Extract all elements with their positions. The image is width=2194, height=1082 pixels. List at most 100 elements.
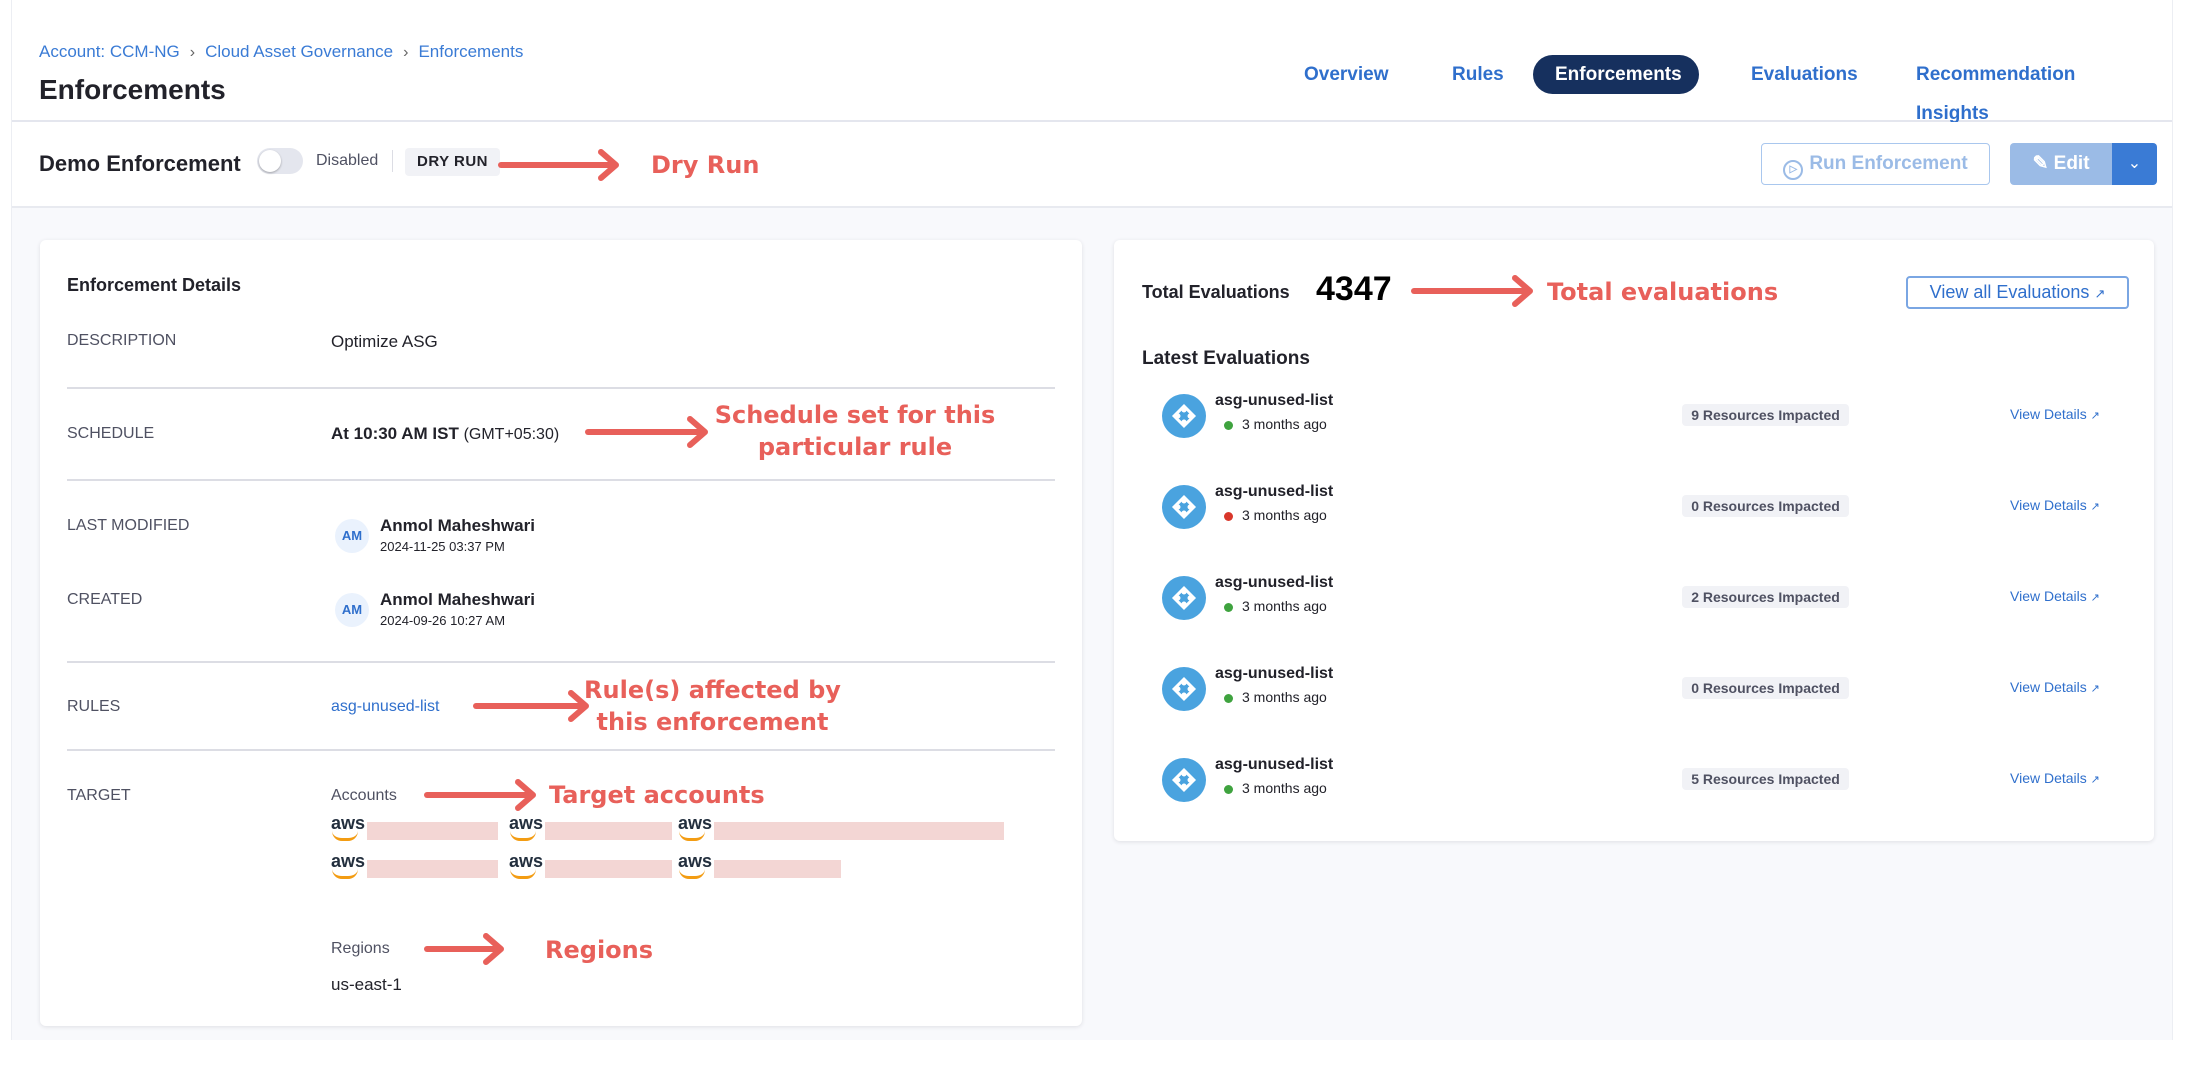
view-details-label: View Details xyxy=(2010,406,2087,422)
region-value: us-east-1 xyxy=(331,975,402,994)
view-details-link[interactable]: View Details ↗ xyxy=(2010,770,2100,786)
evaluation-time: 3 months ago xyxy=(1242,780,1327,796)
evaluation-name: asg-unused-list xyxy=(1215,392,1334,409)
view-details-link[interactable]: View Details ↗ xyxy=(2010,679,2100,695)
tab-overview[interactable]: Overview xyxy=(1304,64,1389,85)
arrow-icon xyxy=(424,779,536,811)
run-enforcement-label: Run Enforcement xyxy=(1809,153,1968,174)
evaluation-rule-icon xyxy=(1162,667,1206,711)
evaluation-rule-icon xyxy=(1162,758,1206,802)
created-user: Anmol Maheshwari xyxy=(380,590,535,609)
target-label: TARGET xyxy=(67,787,131,804)
annotation-line: this enforcement xyxy=(596,708,829,736)
evaluation-name: asg-unused-list xyxy=(1215,665,1334,682)
arrow-icon xyxy=(424,933,504,965)
redacted-account xyxy=(367,822,498,840)
view-details-link[interactable]: View Details ↗ xyxy=(2010,588,2100,604)
total-evaluations-count: 4347 xyxy=(1316,270,1392,308)
accounts-label: Accounts xyxy=(331,787,397,804)
arrow-icon xyxy=(1411,275,1533,307)
redacted-account xyxy=(545,860,672,878)
aws-logo-icon: aws xyxy=(331,813,366,841)
enabled-toggle[interactable] xyxy=(257,148,303,174)
regions-label: Regions xyxy=(331,940,390,957)
evaluation-time: 3 months ago xyxy=(1242,416,1327,432)
avatar: AM xyxy=(335,593,369,627)
page-header: Account: CCM-NG › Cloud Asset Governance › E… xyxy=(12,0,2172,124)
resources-impacted-badge: 0 Resources Impacted xyxy=(1682,677,1849,699)
pencil-icon: ✎ xyxy=(2032,153,2054,174)
schedule-value: At 10:30 AM IST (GMT+05:30) xyxy=(331,424,559,444)
status-success-icon xyxy=(1224,785,1233,794)
breadcrumb-account[interactable]: Account: CCM-NG xyxy=(39,42,180,61)
dry-run-badge: DRY RUN xyxy=(405,148,501,176)
external-link-icon: ↗ xyxy=(2090,410,2100,422)
annotation-target-accounts: Target accounts xyxy=(549,781,765,809)
evaluation-name: asg-unused-list xyxy=(1215,756,1334,773)
aws-logo-icon: aws xyxy=(331,851,366,879)
schedule-label: SCHEDULE xyxy=(67,425,155,442)
run-enforcement-button[interactable]: ▷ Run Enforcement xyxy=(1761,143,1990,185)
redacted-account xyxy=(714,860,841,878)
chevron-down-icon: ⌄ xyxy=(2127,155,2142,172)
annotation-schedule: Schedule set for this particular rule xyxy=(700,399,1010,463)
content-area: Enforcement Details DESCRIPTION Optimize… xyxy=(12,208,2172,1040)
view-details-label: View Details xyxy=(2010,588,2087,604)
avatar: AM xyxy=(335,519,369,553)
evaluation-row: asg-unused-list 3 months ago 2 Resources… xyxy=(1114,568,2154,628)
breadcrumb-cloud-asset-governance[interactable]: Cloud Asset Governance xyxy=(205,42,394,61)
total-evaluations-label: Total Evaluations xyxy=(1142,282,1290,302)
latest-evaluations-title: Latest Evaluations xyxy=(1142,348,1310,369)
external-link-icon: ↗ xyxy=(2090,501,2100,513)
resources-impacted-badge: 9 Resources Impacted xyxy=(1682,404,1849,426)
view-all-label: View all Evaluations xyxy=(1929,282,2090,302)
external-link-icon: ↗ xyxy=(2094,286,2106,301)
page-title: Enforcements xyxy=(39,74,226,105)
edit-options-dropdown[interactable]: ⌄ xyxy=(2112,143,2157,185)
divider xyxy=(67,479,1055,481)
evaluation-row: asg-unused-list 3 months ago 9 Resources… xyxy=(1114,386,2154,446)
page: Account: CCM-NG › Cloud Asset Governance › E… xyxy=(11,0,2173,1040)
annotation-rules: Rule(s) affected by this enforcement xyxy=(560,674,865,738)
evaluation-rule-icon xyxy=(1162,394,1206,438)
evaluation-name: asg-unused-list xyxy=(1215,483,1334,500)
enforcement-name: Demo Enforcement xyxy=(39,151,241,176)
annotation-total-evaluations: Total evaluations xyxy=(1547,278,1779,306)
view-all-evaluations-button[interactable]: View all Evaluations ↗ xyxy=(1906,276,2129,309)
rule-link[interactable]: asg-unused-list xyxy=(331,698,440,715)
status-failed-icon xyxy=(1224,512,1233,521)
breadcrumb: Account: CCM-NG › Cloud Asset Governance › E… xyxy=(39,42,523,62)
resources-impacted-badge: 2 Resources Impacted xyxy=(1682,586,1849,608)
breadcrumb-enforcements[interactable]: Enforcements xyxy=(418,42,524,61)
chevron-right-icon: › xyxy=(403,44,409,61)
redacted-account xyxy=(367,860,498,878)
status-success-icon xyxy=(1224,603,1233,612)
evaluation-row: asg-unused-list 3 months ago 0 Resources… xyxy=(1114,659,2154,719)
evaluation-time: 3 months ago xyxy=(1242,598,1327,614)
evaluations-card: Total Evaluations 4347 View all Evaluati… xyxy=(1114,240,2154,841)
edit-button[interactable]: ✎ Edit xyxy=(2010,143,2112,185)
aws-logo-icon: aws xyxy=(678,851,713,879)
resources-impacted-badge: 5 Resources Impacted xyxy=(1682,768,1849,790)
view-details-link[interactable]: View Details ↗ xyxy=(2010,497,2100,513)
last-modified-date: 2024-11-25 03:37 PM xyxy=(380,539,505,554)
redacted-account xyxy=(545,822,672,840)
tab-evaluations[interactable]: Evaluations xyxy=(1751,64,1858,85)
tab-enforcements[interactable]: Enforcements xyxy=(1533,55,1699,94)
divider xyxy=(67,661,1055,663)
schedule-time: At 10:30 AM IST xyxy=(331,424,459,443)
tab-recommendation-insights[interactable]: Recommendation Insights xyxy=(1916,64,2076,124)
external-link-icon: ↗ xyxy=(2090,774,2100,786)
divider xyxy=(67,387,1055,389)
tab-rules[interactable]: Rules xyxy=(1452,64,1504,85)
card-title: Enforcement Details xyxy=(67,275,242,295)
view-details-link[interactable]: View Details ↗ xyxy=(2010,406,2100,422)
annotation-line: Rule(s) affected by xyxy=(584,676,841,704)
chevron-right-icon: › xyxy=(189,44,196,61)
annotation-dry-run: Dry Run xyxy=(651,151,760,179)
description-value: Optimize ASG xyxy=(331,332,438,351)
aws-logo-icon: aws xyxy=(678,813,713,841)
aws-logo-icon: aws xyxy=(509,813,544,841)
edit-label: Edit xyxy=(2053,153,2090,174)
